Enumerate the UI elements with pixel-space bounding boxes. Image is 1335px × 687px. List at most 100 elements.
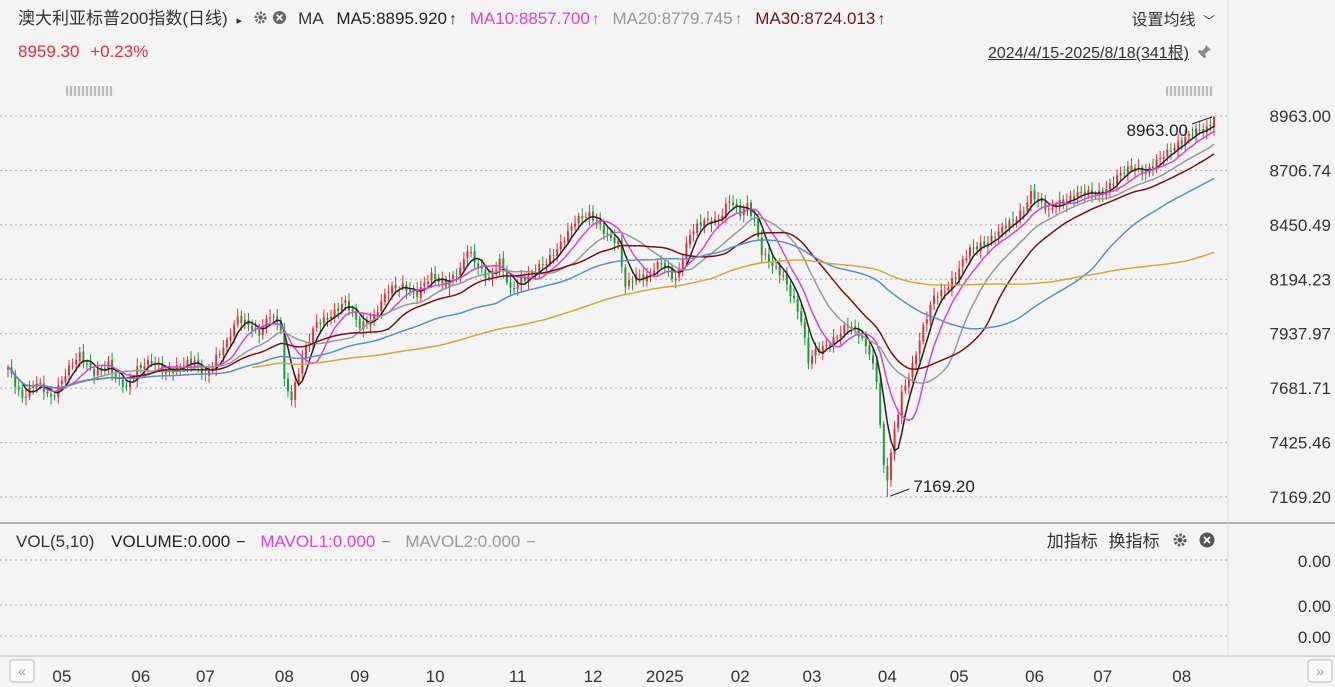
candle-body bbox=[559, 241, 562, 250]
candle-body bbox=[1130, 165, 1133, 170]
candle-body bbox=[32, 386, 35, 388]
candle-body bbox=[1012, 219, 1014, 221]
candlesticks bbox=[7, 116, 1215, 497]
pin-icon[interactable] bbox=[1195, 43, 1213, 66]
candle-body bbox=[1119, 173, 1122, 176]
add-indicator-button[interactable]: 加指标 bbox=[1046, 532, 1098, 551]
candle-body bbox=[172, 372, 175, 374]
candle-body bbox=[1159, 158, 1162, 160]
candle-body bbox=[943, 291, 946, 293]
candle-body bbox=[491, 271, 494, 279]
close-circle-icon[interactable] bbox=[272, 10, 287, 30]
candle-body bbox=[767, 254, 770, 263]
close-circle-icon[interactable] bbox=[1199, 532, 1215, 553]
candle-body bbox=[828, 344, 831, 346]
candle-body bbox=[322, 317, 325, 324]
candle-body bbox=[340, 303, 343, 312]
candle-body bbox=[1015, 219, 1018, 222]
scroll-right-button[interactable]: » bbox=[1307, 659, 1333, 683]
y-tick-label: 8194.23 bbox=[1270, 270, 1331, 289]
left-range-handle[interactable] bbox=[66, 86, 114, 96]
volume-dash: − bbox=[236, 534, 246, 551]
candle-body bbox=[688, 235, 691, 245]
candle-body bbox=[46, 391, 49, 394]
candle-body bbox=[121, 379, 124, 387]
candle-body bbox=[423, 282, 426, 286]
switch-indicator-button[interactable]: 换指标 bbox=[1108, 532, 1160, 551]
candle-body bbox=[1112, 183, 1115, 185]
candle-body bbox=[1191, 135, 1194, 137]
candle-body bbox=[997, 231, 1000, 237]
candle-body bbox=[839, 333, 842, 337]
date-range-label[interactable]: 2024/4/15-2025/8/18(341根) bbox=[987, 45, 1189, 62]
candle-body bbox=[523, 277, 526, 281]
candle-body bbox=[947, 287, 950, 291]
candle-body bbox=[452, 275, 455, 279]
candle-body bbox=[480, 266, 483, 269]
candle-body bbox=[78, 352, 81, 361]
candle-body bbox=[312, 328, 315, 343]
candle-body bbox=[800, 311, 803, 323]
candle-body bbox=[1198, 129, 1201, 131]
candle-body bbox=[337, 308, 340, 312]
candle-body bbox=[613, 237, 616, 244]
candle-body bbox=[150, 361, 153, 364]
candle-body bbox=[703, 220, 706, 228]
ma-settings-button[interactable]: 设置均线 ﹀ bbox=[1132, 11, 1215, 31]
x-tick-label: 07 bbox=[196, 667, 215, 686]
candle-body bbox=[290, 391, 293, 401]
candle-body bbox=[513, 288, 516, 290]
candle-body bbox=[1137, 166, 1140, 168]
scroll-left-button[interactable]: « bbox=[9, 659, 35, 683]
candle-body bbox=[889, 452, 892, 480]
ma30-value: MA30:8724.013 bbox=[755, 9, 876, 28]
candle-body bbox=[1116, 175, 1119, 185]
ma5-trend-arrow: ↑ bbox=[449, 11, 457, 28]
candle-body bbox=[1008, 220, 1011, 230]
high-annotation-label: 8963.00 bbox=[1127, 121, 1188, 140]
candle-body bbox=[240, 315, 243, 324]
gear-icon[interactable] bbox=[1172, 532, 1188, 553]
candle-body bbox=[448, 280, 451, 288]
annotations: 8963.00 7169.20 bbox=[890, 116, 1213, 497]
price-axis: 8963.00 8706.74 8450.49 8194.23 7937.97 7681.… bbox=[1270, 107, 1331, 507]
candle-body bbox=[814, 348, 817, 356]
ma10-trend-arrow: ↑ bbox=[591, 11, 600, 28]
candle-body bbox=[724, 203, 727, 217]
candle-body bbox=[1004, 225, 1007, 229]
expand-arrow-icon[interactable]: ▸ bbox=[236, 15, 242, 27]
candle-body bbox=[642, 274, 645, 281]
candle-body bbox=[986, 242, 989, 247]
x-tick-label: 12 bbox=[584, 667, 603, 686]
candle-body bbox=[233, 324, 236, 336]
gear-icon[interactable] bbox=[253, 10, 268, 30]
candle-body bbox=[1187, 134, 1190, 137]
candle-body bbox=[760, 237, 763, 255]
candle-body bbox=[1033, 190, 1036, 200]
candle-body bbox=[1094, 194, 1097, 196]
candle-body bbox=[24, 396, 27, 398]
double-chevron-right-icon: » bbox=[1316, 663, 1324, 679]
candle-body bbox=[1047, 208, 1050, 210]
candle-body bbox=[933, 295, 936, 304]
candle-body bbox=[96, 369, 99, 376]
candle-body bbox=[907, 378, 910, 387]
candle-body bbox=[1155, 159, 1158, 169]
candle-body bbox=[1073, 196, 1076, 199]
candle-body bbox=[430, 272, 433, 281]
candle-body bbox=[541, 264, 544, 266]
candle-body bbox=[681, 260, 684, 270]
candle-body bbox=[900, 391, 903, 417]
x-tick-label: 08 bbox=[275, 667, 294, 686]
candle-body bbox=[136, 366, 139, 380]
candle-body bbox=[732, 202, 735, 205]
y-tick-label: 8706.74 bbox=[1270, 161, 1331, 180]
candle-body bbox=[218, 354, 221, 356]
candle-body bbox=[699, 222, 702, 226]
candle-body bbox=[1080, 191, 1083, 193]
candle-body bbox=[778, 265, 781, 276]
y-tick-label: 7169.20 bbox=[1270, 488, 1331, 507]
candle-body bbox=[520, 277, 523, 285]
right-range-handle[interactable] bbox=[1166, 86, 1214, 96]
